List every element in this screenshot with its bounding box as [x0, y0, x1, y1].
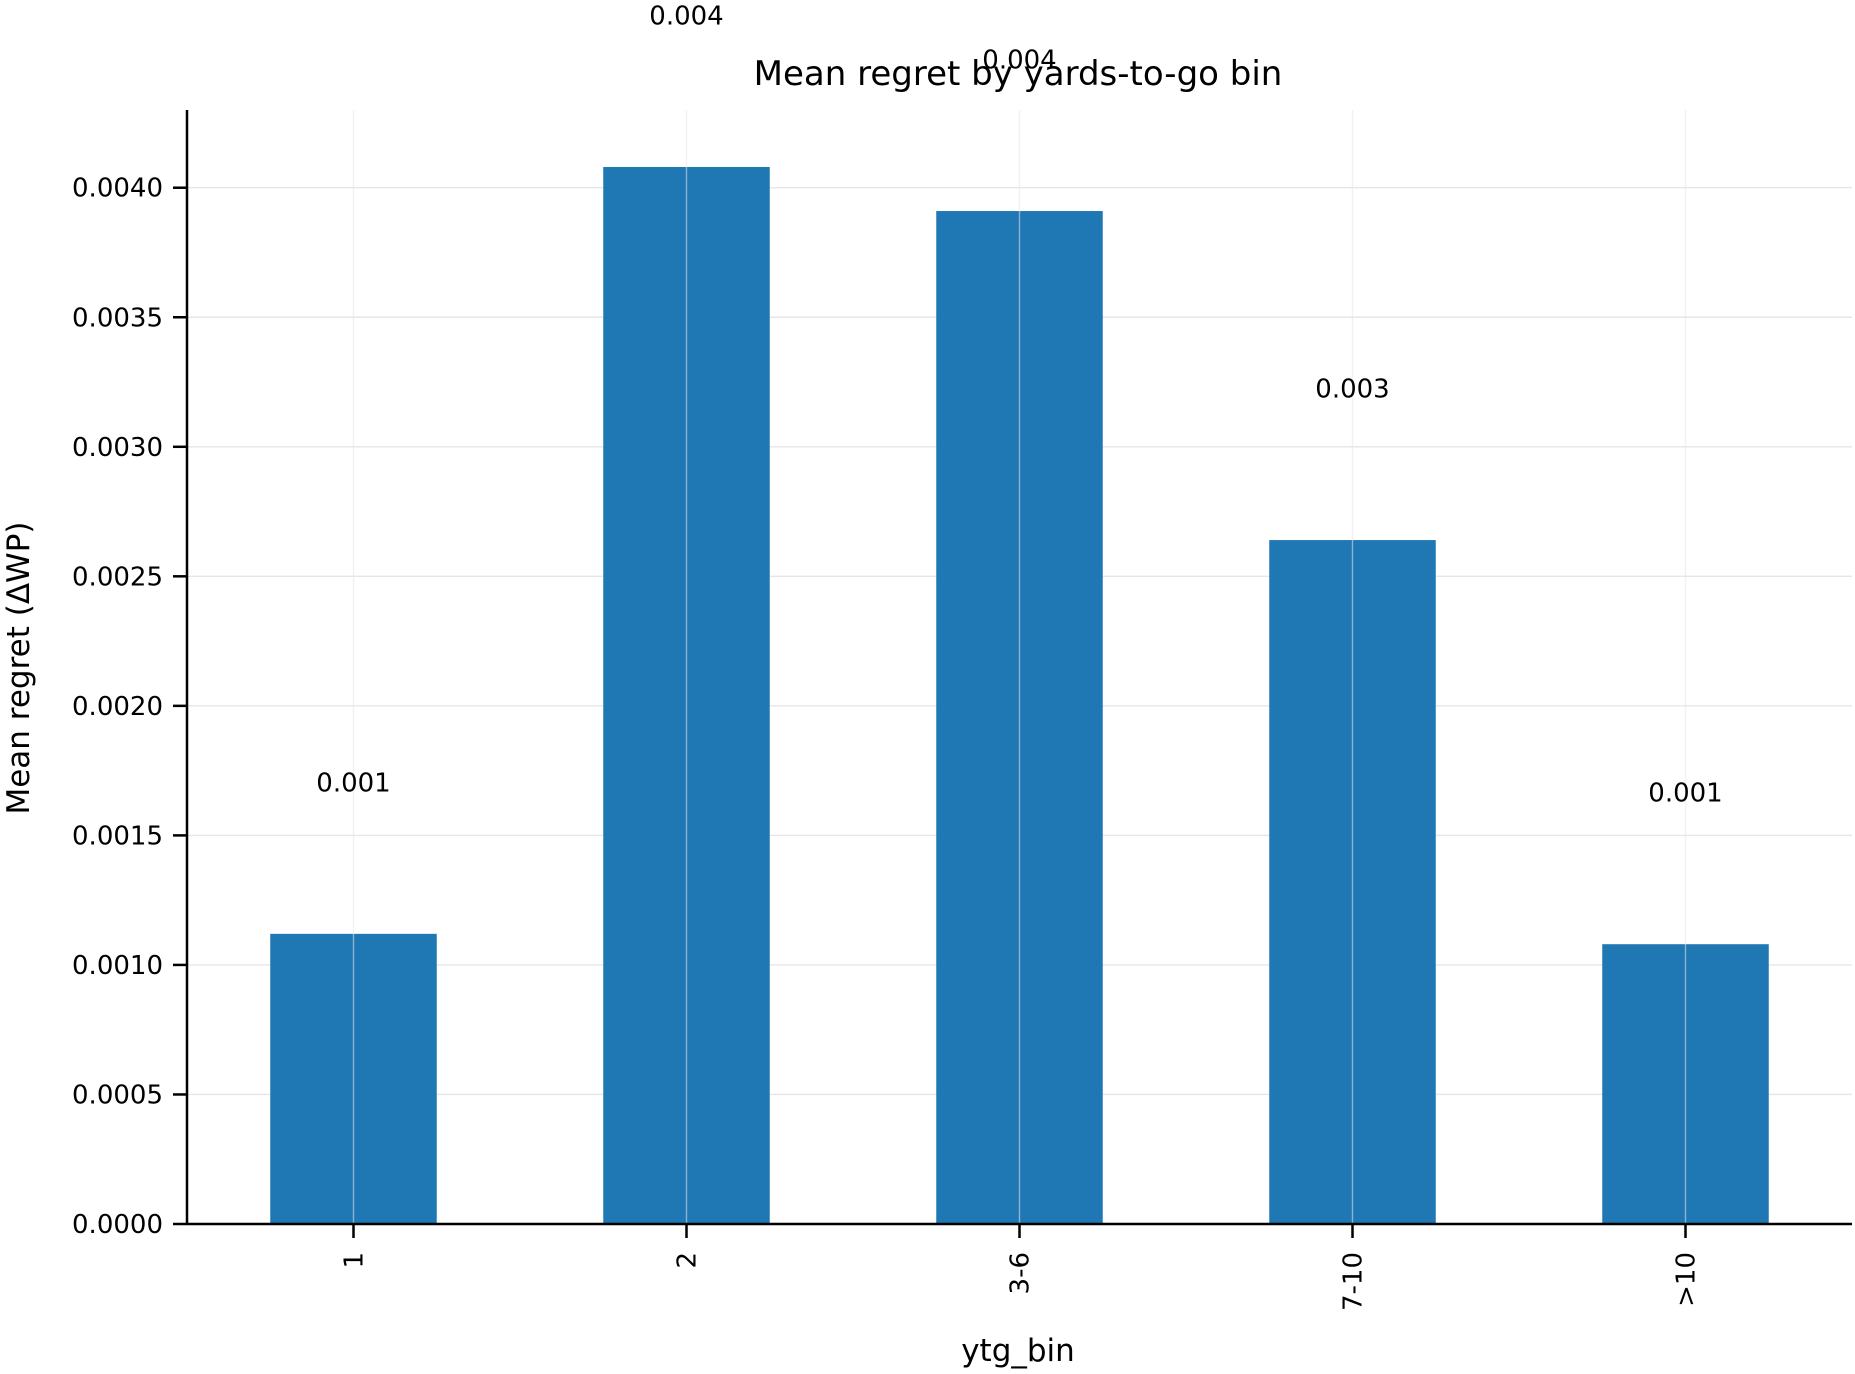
y-axis-label: Mean regret (ΔWP)	[1, 521, 37, 814]
axes-layer	[173, 110, 1852, 1238]
y-tick-label: 0.0020	[72, 692, 163, 722]
y-tick-label: 0.0005	[72, 1080, 163, 1110]
x-tick-label: 1	[340, 1252, 370, 1269]
data-label: 0.001	[316, 768, 390, 798]
chart-title: Mean regret by yards-to-go bin	[754, 54, 1283, 94]
data-label: 0.004	[649, 2, 723, 32]
y-tick-label: 0.0010	[72, 951, 163, 981]
y-tick-label: 0.0040	[72, 174, 163, 204]
x-tick-label: 2	[673, 1252, 703, 1269]
y-tick-label: 0.0025	[72, 562, 163, 592]
y-tick-label: 0.0035	[72, 303, 163, 333]
y-tick-label: 0.0030	[72, 433, 163, 463]
bars-layer	[270, 110, 1769, 1224]
x-tick-label: 3-6	[1006, 1252, 1036, 1294]
data-label: 0.004	[982, 46, 1056, 76]
x-tick-label: 7-10	[1339, 1252, 1369, 1311]
labels-layer: 0.0000 0.0005 0.0010 0.0015 0.0020 0.0025 0.00…	[72, 2, 1723, 1312]
y-tick-label: 0.0015	[72, 821, 163, 851]
x-tick-label: >10	[1672, 1252, 1702, 1307]
data-label: 0.003	[1315, 375, 1389, 405]
y-tick-label: 0.0000	[72, 1210, 163, 1240]
data-label: 0.001	[1648, 779, 1722, 809]
x-axis-label: ytg_bin	[961, 1333, 1075, 1369]
